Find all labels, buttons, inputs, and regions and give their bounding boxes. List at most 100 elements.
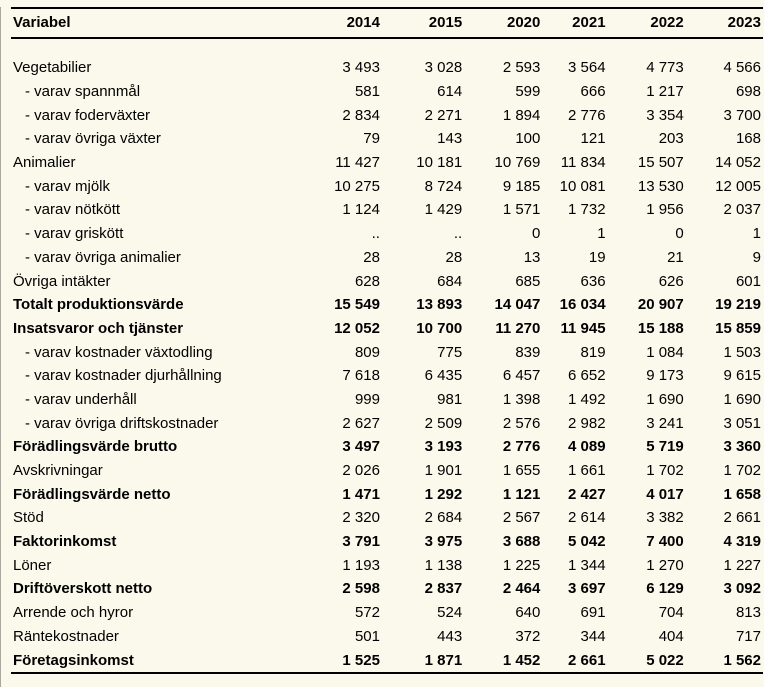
value-cell: 1 571 [502,201,541,219]
value-cell: 15 859 [715,319,761,337]
value-cell: 628 [354,272,380,290]
row-label: Löner [13,556,52,574]
row-label: Insatsvaror och tjänster [13,319,184,337]
value-cell: 2 776 [568,106,606,124]
value-cell: 2 427 [568,485,606,503]
table-row: Övriga intäkter 628 684 685 636 626 601 [11,269,763,293]
value-cell: 14 052 [715,154,761,172]
year-column-header: 2022 [607,7,686,39]
table-row: Insatsvaror och tjänster 12 052 10 700 11 2… [11,317,763,341]
value-cell: 819 [580,343,606,361]
table-row: - varav underhåll 999 981 1 398 1 492 1 690 1 … [11,388,763,412]
value-cell: 11 945 [560,319,606,337]
value-cell: 6 129 [646,580,684,598]
value-cell: 1 492 [568,390,606,408]
value-cell: 10 275 [334,177,380,195]
year-column-header: 2014 [313,7,382,39]
value-cell: 344 [580,627,606,645]
variable-column-header: Variabel [11,7,314,39]
row-label: - varav foderväxter [25,106,151,124]
value-cell: 3 241 [646,414,684,432]
table-row: Driftöverskott netto 2 598 2 837 2 464 3 697… [11,577,763,601]
value-cell: 10 700 [416,319,463,337]
value-cell: 8 724 [424,177,463,195]
value-cell: 5 042 [568,533,606,551]
row-label: Avskrivningar [13,462,103,480]
value-cell: 1 658 [723,485,761,503]
value-cell: 15 549 [334,296,380,314]
value-cell: 626 [658,272,684,290]
year-column-header: 2021 [542,7,608,39]
value-cell: 1 562 [723,651,761,669]
value-cell: 121 [580,130,606,148]
table-row: - varav kostnader växtodling 809 775 839 819… [11,340,763,364]
value-cell: 2 026 [342,462,380,480]
row-label: Företagsinkomst [13,651,134,669]
value-cell: 14 047 [494,296,541,314]
row-label: Förädlingsvärde netto [13,485,171,503]
value-cell: 1 398 [502,390,541,408]
value-cell: 3 497 [342,438,380,456]
value-cell: 1 690 [723,390,761,408]
value-cell: 601 [735,272,761,290]
value-cell: 9 173 [646,367,684,385]
value-cell: 2 837 [424,580,463,598]
table-row: Vegetabilier 3 493 3 028 2 593 3 564 4 773 4 5… [11,56,763,80]
value-cell: 6 457 [502,367,541,385]
table-row: Stöd 2 320 2 684 2 567 2 614 3 382 2 661 [11,506,763,530]
value-cell: 1 344 [568,556,606,574]
value-cell: 10 081 [559,177,606,195]
table-row: Förädlingsvärde brutto 3 497 3 193 2 776 4 0… [11,435,763,459]
value-cell: 3 697 [568,580,606,598]
value-cell: 685 [515,272,541,290]
value-cell: 20 907 [637,296,684,314]
value-cell: 2 684 [424,509,463,527]
value-cell: 2 464 [502,580,541,598]
value-cell: .. [371,225,380,243]
value-cell: 1 661 [568,462,606,480]
value-cell: 1 525 [342,651,380,669]
value-cell: 2 776 [502,438,541,456]
value-cell: 11 834 [560,154,606,172]
table-row: - varav griskött.... 0 1 0 1 [11,222,763,246]
value-cell: 1 193 [342,556,380,574]
value-cell: 572 [354,604,380,622]
value-cell: 2 661 [723,509,761,527]
row-label: - varav mjölk [25,177,111,195]
value-cell: 5 719 [646,438,684,456]
value-cell: 2 037 [723,201,761,219]
value-cell: 2 576 [502,414,541,432]
value-cell: .. [453,225,463,243]
table-row: - varav övriga animalier 28 28 13 19 21 9 [11,246,763,270]
value-cell: 443 [437,627,463,645]
row-label: - varav spannmål [25,83,141,101]
value-cell: 1 084 [646,343,684,361]
value-cell: 28 [445,248,463,266]
value-cell: 404 [658,627,684,645]
value-cell: 2 834 [342,106,380,124]
value-cell: 775 [437,343,463,361]
value-cell: 168 [735,130,761,148]
value-cell: 999 [354,390,380,408]
value-cell: 636 [580,272,606,290]
table-row: - varav kostnader djurhållning 7 618 6 435… [11,364,763,388]
value-cell: 11 270 [495,319,541,337]
value-cell: 15 188 [637,319,684,337]
table-row: Räntekostnader 501 443 372 344 404 717 [11,625,763,649]
page: { "colors": { "background": "#FBF9EC", "… [0,7,764,687]
table-body: Vegetabilier 3 493 3 028 2 593 3 564 4 773 4 5… [11,38,763,673]
value-cell: 581 [354,83,380,101]
value-cell: 372 [515,627,541,645]
value-cell: 9 185 [502,177,541,195]
row-label: Stöd [13,509,44,527]
value-cell: 15 507 [637,154,684,172]
table-row: - varav nötkött 1 124 1 429 1 571 1 732 1 956… [11,198,763,222]
value-cell: 13 893 [416,296,463,314]
value-cell: 13 [523,248,541,266]
table-row: Totalt produktionsvärde 15 549 13 893 14 04… [11,293,763,317]
table-row: Löner 1 193 1 138 1 225 1 344 1 270 1 227 [11,553,763,577]
value-cell: 501 [354,627,380,645]
row-label: - varav kostnader växtodling [25,343,213,361]
value-cell: 1 894 [502,106,541,124]
row-label: Övriga intäkter [13,272,111,290]
